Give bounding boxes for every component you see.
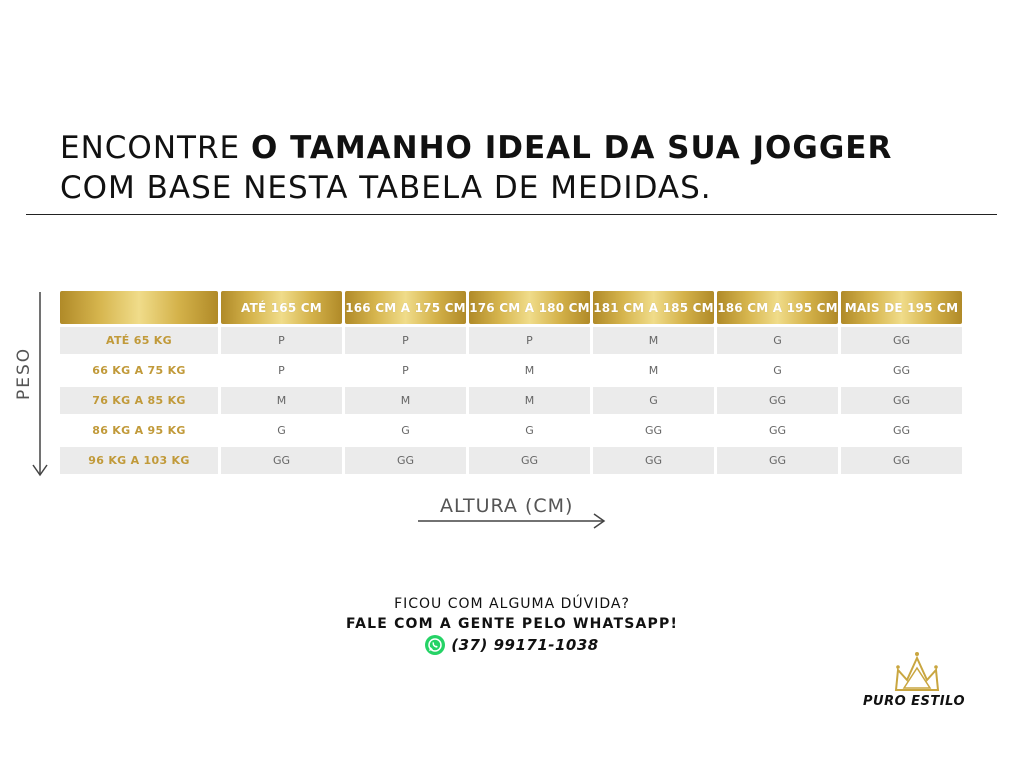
size-cell: GG: [469, 447, 590, 474]
row-header: 66 KG A 75 KG: [92, 364, 186, 377]
size-cell: P: [345, 327, 466, 354]
headline-line-2: COM BASE NESTA TABELA DE MEDIDAS.: [60, 170, 712, 206]
size-cell: G: [773, 364, 782, 377]
headline: ENCONTRE O TAMANHO IDEAL DA SUA JOGGER C…: [60, 128, 960, 208]
size-cell: GG: [593, 447, 714, 474]
x-axis-arrow-icon: [418, 513, 606, 529]
table-corner-header: [60, 291, 218, 324]
headline-bold: O TAMANHO IDEAL DA SUA JOGGER: [250, 130, 893, 166]
size-cell: M: [345, 387, 466, 414]
size-cell: G: [277, 424, 286, 437]
column-header: 176 CM A 180 CM: [469, 291, 590, 324]
whatsapp-cta: FALE COM A GENTE PELO WHATSAPP!: [345, 616, 679, 632]
row-header: 96 KG A 103 KG: [60, 447, 218, 474]
whatsapp-icon: [425, 635, 446, 655]
contact-block: FICOU COM ALGUMA DÚVIDA? FALE COM A GENT…: [262, 594, 762, 655]
phone-row[interactable]: (37) 99171-1038: [262, 635, 762, 655]
size-cell: G: [525, 424, 534, 437]
column-header: MAIS DE 195 CM: [841, 291, 962, 324]
headline-prefix: ENCONTRE: [60, 130, 251, 166]
phone-number: (37) 99171-1038: [451, 636, 599, 654]
size-cell: GG: [892, 424, 911, 437]
column-header: 186 CM A 195 CM: [717, 291, 838, 324]
brand-name: PURO ESTILO: [863, 694, 965, 709]
size-cell: GG: [841, 447, 962, 474]
size-cell: GG: [717, 447, 838, 474]
headline-line-1: ENCONTRE O TAMANHO IDEAL DA SUA JOGGER: [60, 128, 960, 168]
crown-icon: [894, 652, 940, 691]
size-cell: GG: [644, 424, 663, 437]
size-cell: P: [402, 364, 409, 377]
column-header: 166 CM A 175 CM: [345, 291, 466, 324]
size-cell: G: [401, 424, 410, 437]
size-cell: GG: [841, 387, 962, 414]
column-header: ATÉ 165 CM: [221, 291, 342, 324]
size-cell: M: [648, 364, 659, 377]
y-axis-label: PESO: [14, 346, 34, 400]
row-header: 76 KG A 85 KG: [60, 387, 218, 414]
size-cell: GG: [717, 387, 838, 414]
size-cell: GG: [345, 447, 466, 474]
size-cell: P: [221, 327, 342, 354]
size-cell: M: [221, 387, 342, 414]
size-cell: GG: [221, 447, 342, 474]
divider: [26, 214, 997, 215]
size-cell: M: [593, 327, 714, 354]
size-cell: P: [469, 327, 590, 354]
size-cell: GG: [768, 424, 787, 437]
size-table: ATÉ 165 CM 166 CM A 175 CM 176 CM A 180 CM…: [60, 291, 962, 474]
question-text: FICOU COM ALGUMA DÚVIDA?: [394, 596, 630, 612]
row-header: 86 KG A 95 KG: [92, 424, 186, 437]
x-axis-label: ALTURA (CM): [440, 495, 574, 517]
size-cell: M: [524, 364, 535, 377]
size-cell: GG: [892, 364, 911, 377]
y-axis-arrow-icon: [32, 292, 48, 477]
size-cell: G: [717, 327, 838, 354]
column-header: 181 CM A 185 CM: [593, 291, 714, 324]
row-header: ATÉ 65 KG: [60, 327, 218, 354]
size-cell: M: [469, 387, 590, 414]
size-cell: P: [278, 364, 285, 377]
size-cell: GG: [841, 327, 962, 354]
size-cell: G: [593, 387, 714, 414]
